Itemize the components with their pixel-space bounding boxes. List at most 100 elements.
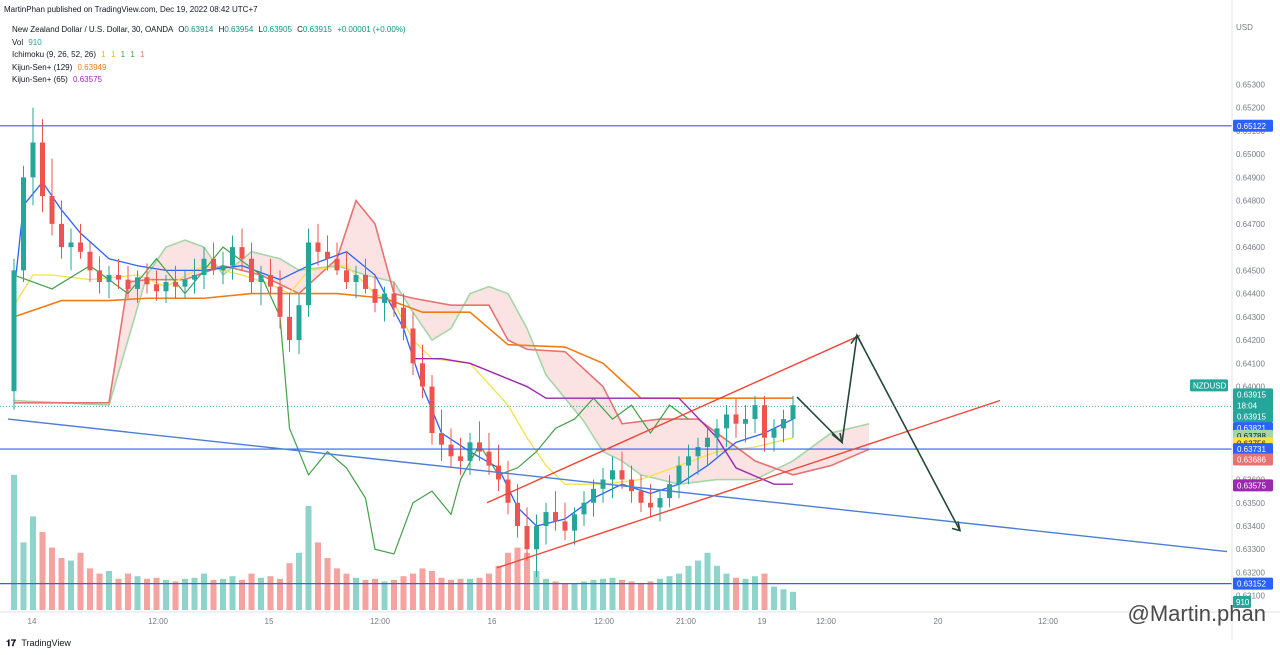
volume-bar	[30, 516, 36, 610]
candle-body	[306, 242, 311, 306]
volume-bar	[49, 547, 55, 610]
ohlc-high: 0.63954	[224, 25, 254, 34]
volume-bar	[286, 563, 293, 610]
indicator-legend: New Zealand Dollar / U.S. Dollar, 30, OA…	[12, 24, 406, 87]
last-price-tag-bg	[1233, 388, 1273, 401]
volume-bar	[742, 578, 749, 610]
candle-body	[448, 444, 454, 457]
y-axis-currency: USD	[1236, 23, 1253, 32]
candle-body	[49, 195, 55, 224]
price-tag-bg	[1233, 410, 1273, 423]
ohlc-open: 0.63914	[184, 25, 214, 34]
volume-bar	[362, 579, 369, 610]
ichimoku-label: Ichimoku (9, 26, 52, 26)	[12, 50, 97, 59]
candle-body	[762, 405, 767, 438]
volume-bar	[543, 578, 549, 610]
volume-bar	[153, 577, 160, 610]
candle-body	[771, 428, 777, 438]
candle-body	[268, 275, 273, 287]
volume-bar	[552, 581, 559, 610]
arrowhead-1	[831, 432, 844, 445]
volume-bar	[780, 589, 787, 610]
candle-body	[97, 270, 102, 282]
candle-body	[277, 286, 283, 317]
x-tick-label: 12:00	[594, 617, 615, 626]
candle-body	[382, 293, 387, 303]
candle-body	[391, 293, 397, 308]
tradingview-brand: TradingView	[21, 638, 71, 648]
price-tag-bg	[1233, 443, 1273, 456]
price-tag-bg	[1233, 479, 1273, 492]
volume-bar	[353, 577, 359, 610]
candle-body	[106, 275, 112, 282]
volume-bar	[533, 571, 540, 610]
ichimoku-row[interactable]: Ichimoku (9, 26, 52, 26) 1 1 1 1 1	[12, 49, 406, 62]
symbol-row[interactable]: New Zealand Dollar / U.S. Dollar, 30, OA…	[12, 24, 406, 37]
x-tick-label: 12:00	[370, 617, 391, 626]
candle-body	[40, 142, 45, 196]
kijun129-label: Kijun-Sen+ (129)	[12, 62, 73, 72]
author-watermark: @Martin.phan	[1127, 601, 1266, 626]
volume-bar	[400, 576, 407, 610]
volume-bar	[514, 547, 521, 610]
volume-bar	[657, 578, 663, 610]
candle-body	[790, 405, 796, 420]
arrowhead-2	[850, 333, 863, 346]
candle-body	[315, 242, 321, 252]
arrowhead-3	[951, 521, 962, 532]
candle-body	[686, 456, 691, 466]
y-tick-label: 0.63200	[1236, 568, 1265, 577]
price-tag: 0.63575	[1237, 481, 1266, 490]
candle-body	[201, 258, 207, 276]
y-tick-label: 0.64600	[1236, 243, 1265, 252]
y-tick-label: 0.64500	[1236, 266, 1265, 275]
volume-bar	[714, 565, 720, 610]
candle-body	[610, 470, 615, 480]
volume-bar	[210, 579, 217, 610]
candle-body	[619, 470, 625, 480]
candle-body	[116, 275, 121, 280]
price-tag: 0.63731	[1237, 445, 1266, 454]
candle-body	[353, 275, 359, 282]
candle-body	[239, 247, 245, 259]
y-tick-label: 0.65300	[1236, 80, 1265, 89]
vol-row[interactable]: Vol 910	[12, 37, 406, 50]
ichimoku-val-3: 1	[120, 50, 126, 59]
x-tick-label: 12:00	[148, 617, 169, 626]
price-tag-bg	[1233, 119, 1273, 132]
candle-body	[372, 288, 378, 303]
candle-body	[524, 526, 530, 550]
candle-body	[87, 251, 93, 271]
y-tick-label: 0.63300	[1236, 545, 1265, 554]
kijun65-row[interactable]: Kijun-Sen+ (65) 0.63575	[12, 74, 406, 87]
ohlc-close: 0.63915	[302, 25, 332, 34]
volume-bar	[524, 552, 530, 610]
volume-bar	[334, 568, 340, 610]
candle-body	[344, 270, 349, 282]
candle-body	[553, 512, 558, 522]
tradingview-footer[interactable]: 𝟏𝟕 TradingView	[6, 638, 71, 649]
channel-upper-line	[486, 334, 861, 504]
candle-body	[562, 521, 568, 531]
volume-bar	[201, 573, 207, 610]
last-price-tag: 0.63915	[1237, 390, 1266, 399]
ichimoku-val-1: 1	[101, 50, 106, 59]
symbol-tag: NZDUSD	[1193, 381, 1227, 390]
candle-body	[230, 247, 235, 266]
candle-body	[629, 479, 634, 492]
volume-bar	[343, 573, 350, 610]
ohlc-low-label: L	[258, 25, 263, 34]
candle-body	[467, 442, 473, 461]
candle-body	[163, 281, 169, 292]
kijun65-label: Kijun-Sen+ (65)	[12, 75, 68, 84]
candle-body	[30, 142, 36, 178]
volume-bar	[106, 571, 112, 610]
tradingview-logo-icon: 𝟏𝟕	[6, 638, 17, 648]
x-tick-label: 19	[758, 617, 767, 626]
volume-bar	[609, 577, 616, 610]
kijun65-line	[413, 357, 793, 485]
candle-body	[733, 414, 739, 424]
kijun129-row[interactable]: Kijun-Sen+ (129) 0.63949	[12, 62, 406, 75]
